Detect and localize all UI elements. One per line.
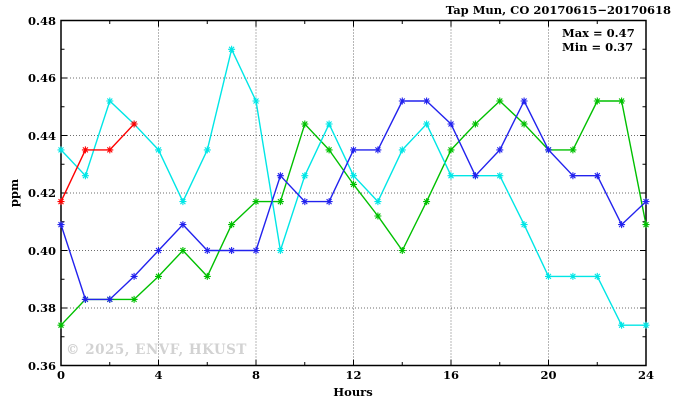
plot-frame	[60, 19, 647, 367]
series-line-red	[60, 123, 135, 202]
x-tick-label: 0	[56, 368, 65, 382]
y-tick-label: 0.46	[27, 71, 56, 85]
min-value-label: Min = 0.37	[562, 40, 634, 54]
x-tick-label: 12	[345, 368, 362, 382]
stats-annotation: Max = 0.47 Min = 0.37	[562, 26, 635, 54]
y-tick-label: 0.44	[27, 128, 56, 143]
series-markers-cyan	[57, 45, 650, 329]
y-tick-label: 0.36	[27, 358, 56, 373]
x-tick-label: 24	[637, 368, 654, 382]
y-tick-label: 0.42	[27, 186, 56, 200]
x-axis-label: Hours	[333, 385, 373, 399]
y-tick-label: 0.48	[27, 13, 56, 28]
y-tick-label: 0.38	[27, 301, 56, 315]
series-markers-red	[57, 120, 138, 206]
series-markers-blue	[57, 97, 650, 303]
x-tick-label: 8	[251, 368, 260, 382]
chart-title: Tap Mun, CO 20170615−20170618	[445, 3, 671, 17]
x-tick-label: 4	[154, 368, 163, 382]
watermark: © 2025, ENVF, HKUST	[66, 342, 247, 358]
y-tick-label: 0.40	[27, 243, 56, 258]
x-tick-label: 16	[442, 368, 459, 382]
x-tick-label: 20	[540, 368, 557, 382]
max-value-label: Max = 0.47	[562, 26, 635, 40]
